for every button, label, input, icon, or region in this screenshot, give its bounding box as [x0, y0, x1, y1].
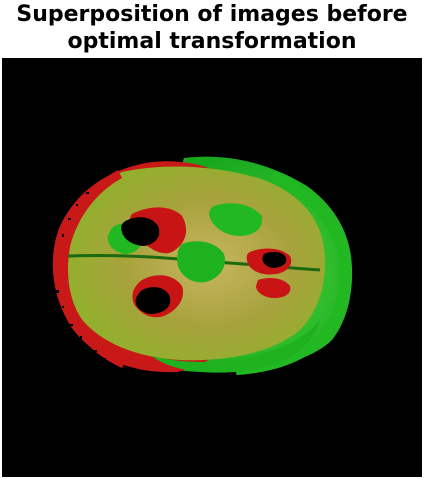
title-line-1: Superposition of images before — [16, 2, 408, 27]
dark-ventricle-right — [262, 251, 287, 268]
brain-overlay-image — [2, 58, 422, 477]
green-ventricle-right — [209, 203, 263, 236]
right-cortex-rim — [235, 171, 349, 375]
green-ventricle-center — [177, 241, 226, 283]
left-cortex-rim — [58, 170, 126, 369]
dark-ventricle-left-upper — [121, 217, 160, 246]
lower-green-band — [152, 320, 320, 373]
title-line-2: optimal transformation — [67, 29, 357, 54]
rim-speckles — [56, 192, 106, 360]
brain-overlay-svg — [2, 58, 422, 477]
red-ventricle-right-lower — [256, 278, 291, 298]
dark-ventricle-left-lower — [135, 287, 171, 314]
figure-title: Superposition of images before optimal t… — [0, 1, 424, 55]
